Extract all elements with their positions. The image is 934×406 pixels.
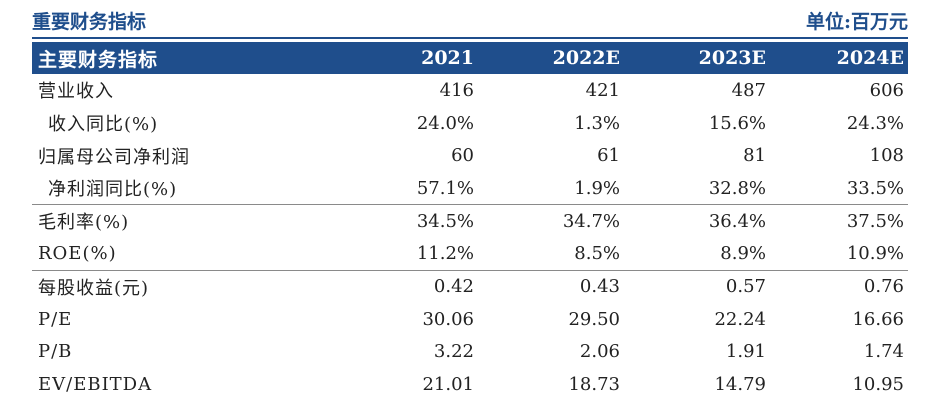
cell-value: 487	[731, 79, 766, 101]
cell-value: 57.1%	[416, 177, 474, 199]
row-label: 营业收入	[38, 81, 114, 103]
cell-value: 34.7%	[478, 204, 624, 238]
row-label: 归属母公司净利润	[38, 146, 190, 168]
cell-value: 37.5%	[770, 204, 908, 238]
financial-indicators-table: 主要财务指标 2021 2022E 2023E 2024E 营业收入 416 4…	[32, 42, 908, 401]
cell-value: 0.76	[770, 269, 908, 303]
cell-value: 2.06	[579, 341, 620, 363]
cell-value: 18.73	[568, 374, 620, 396]
cell-value: 8.5%	[574, 243, 620, 265]
cell-value: 30.06	[422, 308, 474, 330]
table-row: 营业收入 416 421 487 606	[32, 74, 908, 107]
cell-value: 0.57	[624, 269, 770, 303]
cell-value: 0.42	[332, 269, 478, 303]
cell-value: 15.6%	[708, 112, 766, 134]
cell-value: 36.4%	[624, 204, 770, 238]
table-caption: 重要财务指标 单位:百万元	[32, 6, 908, 34]
row-label: P/E	[38, 308, 73, 330]
cell-value: 24.0%	[416, 112, 474, 134]
cell-value: 60	[451, 145, 474, 167]
caption-rule	[32, 37, 908, 39]
cell-value: 29.50	[568, 308, 620, 330]
header-year-2024e: 2024E	[836, 47, 904, 69]
cell-value: 33.5%	[846, 177, 904, 199]
cell-value: 10.9%	[846, 243, 904, 265]
cell-value: 1.91	[725, 341, 766, 363]
table-row: ROE(%) 11.2% 8.5% 8.9% 10.9%	[32, 237, 908, 270]
table-row: P/B 3.22 2.06 1.91 1.74	[32, 336, 908, 369]
table-row: 收入同比(%) 24.0% 1.3% 15.6% 24.3%	[32, 107, 908, 140]
row-label: 毛利率(%)	[32, 204, 332, 238]
cell-value: 34.5%	[332, 204, 478, 238]
cell-value: 1.74	[863, 341, 904, 363]
cell-value: 10.95	[852, 374, 904, 396]
cell-value: 61	[597, 145, 620, 167]
cell-value: 32.8%	[708, 177, 766, 199]
header-year-2022e: 2022E	[552, 47, 620, 69]
row-label: 每股收益(元)	[32, 269, 332, 303]
cell-value: 81	[743, 145, 766, 167]
cell-value: 8.9%	[720, 243, 766, 265]
caption-title: 重要财务指标	[32, 10, 147, 33]
table-row: 每股收益(元) 0.42 0.43 0.57 0.76	[32, 269, 908, 303]
row-label: EV/EBITDA	[38, 374, 153, 396]
row-label: 净利润同比(%)	[48, 179, 178, 201]
cell-value: 0.43	[478, 269, 624, 303]
cell-value: 1.3%	[574, 112, 620, 134]
cell-value: 108	[869, 145, 904, 167]
cell-value: 11.2%	[416, 243, 474, 265]
table-row: EV/EBITDA 21.01 18.73 14.79 10.95	[32, 368, 908, 401]
row-label: ROE(%)	[38, 243, 117, 265]
cell-value: 24.3%	[846, 112, 904, 134]
cell-value: 16.66	[852, 308, 904, 330]
cell-value: 14.79	[714, 374, 766, 396]
cell-value: 3.22	[433, 341, 474, 363]
row-label: P/B	[38, 341, 73, 363]
row-label: 收入同比(%)	[48, 114, 159, 136]
header-year-2021: 2021	[421, 47, 474, 69]
cell-value: 1.9%	[574, 177, 620, 199]
cell-value: 606	[869, 79, 904, 101]
header-year-2023e: 2023E	[698, 47, 766, 69]
table-row: 归属母公司净利润 60 61 81 108	[32, 139, 908, 172]
cell-value: 22.24	[714, 308, 766, 330]
cell-value: 421	[585, 79, 620, 101]
table-header-row: 主要财务指标 2021 2022E 2023E 2024E	[32, 42, 908, 74]
table-row: P/E 30.06 29.50 22.24 16.66	[32, 303, 908, 336]
cell-value: 21.01	[422, 374, 474, 396]
header-indicator: 主要财务指标	[38, 48, 159, 71]
caption-unit: 单位:百万元	[805, 10, 908, 33]
cell-value: 416	[439, 79, 474, 101]
table-row: 净利润同比(%) 57.1% 1.9% 32.8% 33.5%	[32, 172, 908, 205]
table-row: 毛利率(%) 34.5% 34.7% 36.4% 37.5%	[32, 204, 908, 238]
